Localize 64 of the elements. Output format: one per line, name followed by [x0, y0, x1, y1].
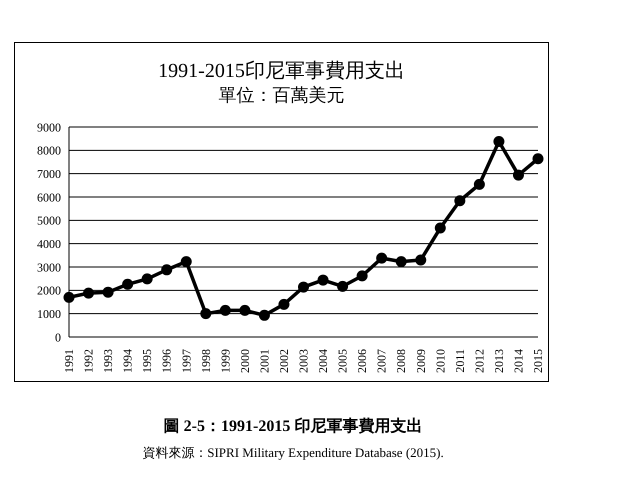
point — [474, 178, 485, 190]
point — [278, 298, 290, 310]
point — [415, 254, 426, 266]
point — [122, 278, 134, 290]
point — [493, 136, 504, 147]
x-tick-label: 2010 — [433, 349, 448, 373]
x-tick-label: 2005 — [336, 349, 350, 373]
point — [376, 252, 388, 264]
x-tick-label: 2008 — [394, 349, 408, 373]
caption: 圖 2-5：1991-2015 印尼軍事費用支出 — [162, 416, 424, 437]
y-tick-label: 8000 — [37, 144, 61, 158]
x-tick-label: 2012 — [472, 349, 486, 373]
x-tick-label: 2007 — [374, 349, 389, 373]
x-tick-label: 2001 — [257, 349, 272, 373]
x-tick-label: 2014 — [511, 349, 526, 373]
x-tick-label: 2011 — [452, 349, 467, 373]
x-tick-label: 2015 — [531, 349, 545, 373]
y-tick-label: 6000 — [37, 190, 61, 204]
point — [180, 256, 192, 268]
y-tick-label: 9000 — [37, 120, 61, 134]
x-tick-label: 2013 — [492, 349, 506, 373]
x-tick-label: 2002 — [276, 349, 291, 373]
point — [298, 282, 309, 293]
y-tick-label: 7000 — [37, 166, 61, 181]
x-tick-label: 2003 — [296, 349, 310, 373]
y-tick-label: 1000 — [37, 306, 61, 321]
y-tick-label: 0 — [55, 330, 61, 344]
point — [532, 153, 544, 164]
point — [161, 264, 172, 276]
point — [83, 288, 94, 299]
point — [64, 292, 74, 303]
x-tick-label: 1994 — [120, 349, 135, 373]
y-tick-label: 3000 — [37, 260, 61, 274]
y-tick-label: 4000 — [37, 236, 61, 251]
x-tick-label: 1997 — [179, 349, 194, 373]
y-tick-label: 2000 — [37, 284, 61, 298]
x-tick-label: 1993 — [101, 349, 116, 373]
x-tick-label: 2006 — [355, 349, 370, 373]
point — [142, 273, 153, 284]
chart-subtitle: 單位：百萬美元 — [218, 84, 346, 107]
y-tick-label: 5000 — [37, 214, 61, 228]
source-note: 資料來源：SIPRI Military Expenditure Database (2015). — [141, 444, 445, 462]
point — [239, 304, 250, 316]
x-tick-label: 2000 — [238, 349, 252, 373]
chart-title: 1991-2015印尼軍事費用支出 — [157, 59, 406, 83]
point — [337, 280, 348, 292]
point — [512, 170, 524, 181]
x-tick-label: 1996 — [160, 349, 174, 373]
x-tick-label: 1999 — [218, 349, 232, 373]
point — [220, 304, 231, 316]
point — [200, 308, 212, 320]
point — [396, 256, 407, 268]
point — [102, 286, 114, 298]
x-tick-label: 1991 — [62, 349, 76, 373]
point — [258, 310, 270, 321]
point — [356, 270, 368, 282]
x-tick-label: 1998 — [198, 349, 213, 373]
point — [454, 195, 466, 206]
x-tick-label: 2004 — [316, 349, 330, 373]
x-tick-label: 1995 — [140, 349, 154, 373]
point — [434, 222, 446, 234]
x-tick-label: 2009 — [414, 349, 428, 373]
x-tick-label: 1992 — [82, 349, 96, 373]
point — [318, 274, 329, 286]
